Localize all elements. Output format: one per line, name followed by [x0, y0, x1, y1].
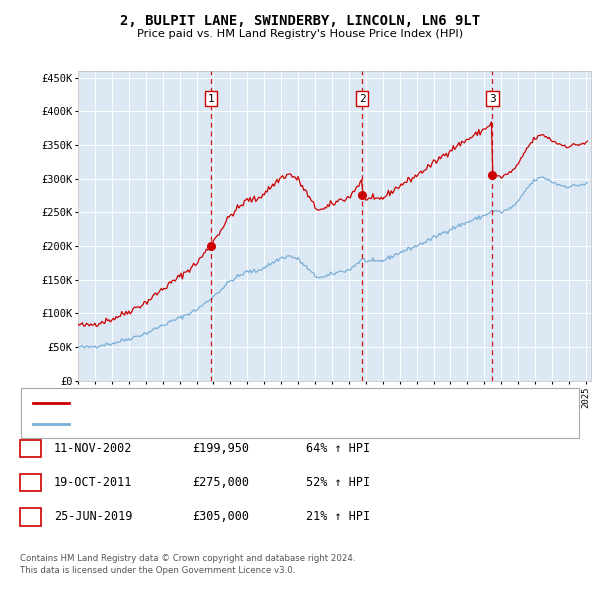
Text: £275,000: £275,000: [192, 476, 249, 489]
Text: £305,000: £305,000: [192, 510, 249, 523]
Text: 25-JUN-2019: 25-JUN-2019: [54, 510, 133, 523]
Text: 1: 1: [208, 94, 215, 104]
Text: Price paid vs. HM Land Registry's House Price Index (HPI): Price paid vs. HM Land Registry's House …: [137, 30, 463, 39]
Text: 52% ↑ HPI: 52% ↑ HPI: [306, 476, 370, 489]
Text: £199,950: £199,950: [192, 442, 249, 455]
Text: 11-NOV-2002: 11-NOV-2002: [54, 442, 133, 455]
Text: 2, BULPIT LANE, SWINDERBY, LINCOLN, LN6 9LT (detached house): 2, BULPIT LANE, SWINDERBY, LINCOLN, LN6 …: [75, 398, 427, 408]
Text: HPI: Average price, detached house, North Kesteven: HPI: Average price, detached house, Nort…: [75, 419, 369, 428]
Text: 21% ↑ HPI: 21% ↑ HPI: [306, 510, 370, 523]
Text: 3: 3: [489, 94, 496, 104]
Text: 2: 2: [359, 94, 365, 104]
Text: 1: 1: [27, 442, 34, 455]
Text: 64% ↑ HPI: 64% ↑ HPI: [306, 442, 370, 455]
Text: 3: 3: [27, 510, 34, 523]
Text: Contains HM Land Registry data © Crown copyright and database right 2024.
This d: Contains HM Land Registry data © Crown c…: [20, 554, 355, 575]
Text: 19-OCT-2011: 19-OCT-2011: [54, 476, 133, 489]
Text: 2, BULPIT LANE, SWINDERBY, LINCOLN, LN6 9LT: 2, BULPIT LANE, SWINDERBY, LINCOLN, LN6 …: [120, 14, 480, 28]
Text: 2: 2: [27, 476, 34, 489]
